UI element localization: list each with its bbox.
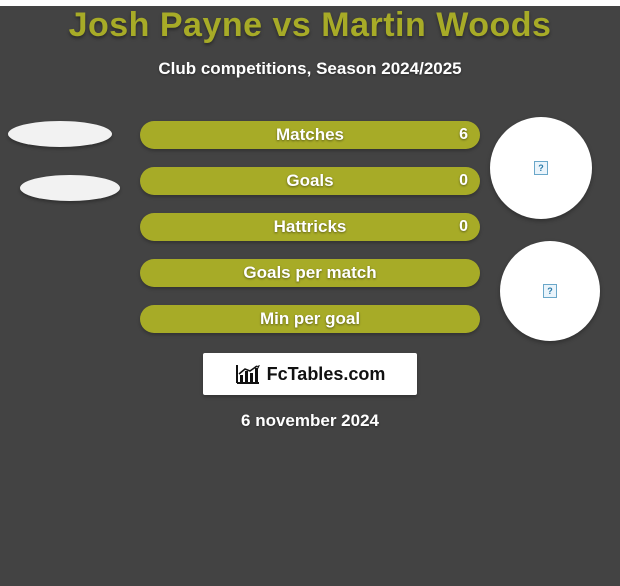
stat-bar-value-right: 0 (459, 172, 468, 190)
right-avatar-circle-2 (500, 241, 600, 341)
stat-bar-label: Goals (286, 171, 333, 191)
stat-bar-label: Matches (276, 125, 344, 145)
stat-bar-value-right: 6 (459, 126, 468, 144)
date-text: 6 november 2024 (241, 411, 379, 431)
content-root: Josh Payne vs Martin Woods Club competit… (0, 6, 620, 79)
right-avatar-circle-1 (490, 117, 592, 219)
brand-text: FcTables.com (267, 364, 386, 385)
stat-bar: Hattricks 0 (140, 213, 480, 241)
stat-bar: Goals 0 (140, 167, 480, 195)
page-subtitle: Club competitions, Season 2024/2025 (0, 59, 620, 79)
stat-bar-label: Hattricks (274, 217, 347, 237)
brand-box: FcTables.com (203, 353, 417, 395)
stat-bar-value-right: 0 (459, 218, 468, 236)
image-placeholder-icon (543, 284, 557, 298)
brand-chart-icon (235, 363, 261, 385)
image-placeholder-icon (534, 161, 548, 175)
stat-bar-label: Goals per match (243, 263, 376, 283)
page-title: Josh Payne vs Martin Woods (0, 6, 620, 45)
stat-bars: Matches 6 Goals 0 Hattricks 0 Goals per match M… (140, 121, 480, 351)
stat-bar: Goals per match (140, 259, 480, 287)
left-ellipse-2 (20, 175, 120, 201)
stat-bar: Min per goal (140, 305, 480, 333)
stat-bar: Matches 6 (140, 121, 480, 149)
left-ellipse-1 (8, 121, 112, 147)
stat-bar-label: Min per goal (260, 309, 360, 329)
